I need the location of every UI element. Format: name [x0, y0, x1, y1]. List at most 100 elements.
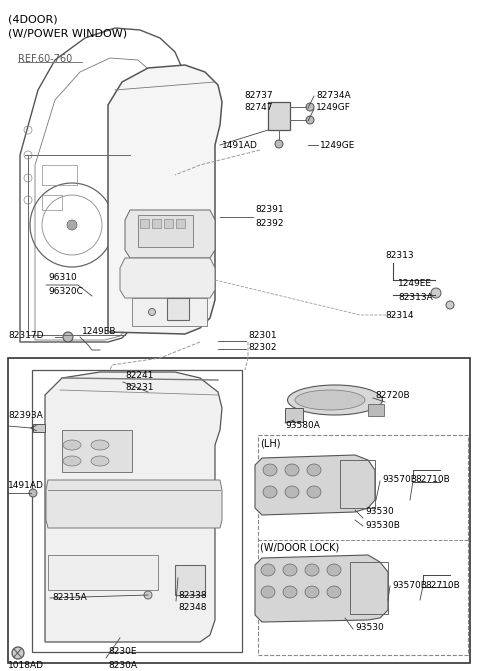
Polygon shape	[120, 258, 215, 298]
Polygon shape	[108, 65, 222, 334]
Text: 8230E: 8230E	[108, 648, 136, 656]
Bar	[132, 298, 207, 326]
Ellipse shape	[91, 456, 109, 466]
Ellipse shape	[295, 390, 365, 410]
Bar	[340, 460, 375, 508]
Bar	[268, 102, 290, 130]
Circle shape	[306, 116, 314, 124]
Bar	[8, 358, 470, 663]
Circle shape	[306, 103, 314, 111]
Bar	[350, 562, 388, 614]
Ellipse shape	[283, 564, 297, 576]
Polygon shape	[255, 455, 375, 515]
Ellipse shape	[285, 486, 299, 498]
Text: 1249GE: 1249GE	[320, 140, 355, 150]
Text: 82348: 82348	[178, 603, 206, 613]
Text: 82241: 82241	[125, 370, 154, 380]
Text: (W/POWER WINDOW): (W/POWER WINDOW)	[8, 28, 127, 38]
Text: (4DOOR): (4DOOR)	[8, 15, 58, 25]
Text: 93580A: 93580A	[285, 421, 320, 429]
Text: 82338: 82338	[178, 590, 206, 599]
Text: 93530: 93530	[355, 623, 384, 633]
Text: 82393A: 82393A	[8, 411, 43, 419]
Text: 96320C: 96320C	[48, 287, 83, 295]
Text: 82302: 82302	[248, 344, 276, 352]
Ellipse shape	[305, 564, 319, 576]
Text: 82317D: 82317D	[8, 331, 44, 340]
Ellipse shape	[307, 486, 321, 498]
Polygon shape	[255, 555, 388, 622]
Ellipse shape	[285, 464, 299, 476]
Text: 82737: 82737	[244, 91, 273, 99]
Bar	[140, 219, 149, 228]
Text: 82315A: 82315A	[52, 594, 87, 603]
Circle shape	[29, 489, 37, 497]
Ellipse shape	[91, 440, 109, 450]
Bar	[42, 165, 77, 185]
Bar	[62, 430, 132, 472]
Text: 8230A: 8230A	[108, 660, 137, 670]
Text: 82734A: 82734A	[316, 91, 350, 99]
Text: 82392: 82392	[255, 219, 284, 227]
Bar	[42, 195, 62, 210]
Text: 82314: 82314	[385, 311, 413, 319]
Circle shape	[67, 220, 77, 230]
Text: 82391: 82391	[255, 205, 284, 215]
Text: 1249EB: 1249EB	[82, 327, 117, 336]
Text: 1249GF: 1249GF	[316, 103, 351, 113]
Bar	[164, 219, 173, 228]
Ellipse shape	[263, 464, 277, 476]
Bar	[368, 404, 384, 416]
Circle shape	[431, 288, 441, 298]
Circle shape	[148, 309, 156, 315]
Bar	[175, 565, 205, 595]
Text: 82710B: 82710B	[425, 580, 460, 590]
Text: REF.60-760: REF.60-760	[18, 54, 72, 64]
Bar	[258, 435, 468, 655]
Text: 82231: 82231	[125, 384, 154, 393]
Polygon shape	[45, 372, 222, 642]
Bar	[32, 370, 242, 652]
Circle shape	[63, 332, 73, 342]
Bar	[167, 298, 189, 320]
Bar	[152, 219, 161, 228]
Text: 82747: 82747	[244, 103, 273, 113]
Polygon shape	[46, 480, 222, 528]
Circle shape	[275, 140, 283, 148]
Bar	[285, 408, 303, 422]
Bar	[138, 215, 193, 247]
Ellipse shape	[283, 586, 297, 598]
Text: 82313: 82313	[385, 250, 414, 260]
Text: 1491AD: 1491AD	[222, 140, 258, 150]
Text: 96310: 96310	[48, 274, 77, 282]
Circle shape	[116, 276, 120, 280]
Text: 93530B: 93530B	[365, 521, 400, 529]
Ellipse shape	[327, 586, 341, 598]
Ellipse shape	[307, 464, 321, 476]
Text: 82720B: 82720B	[375, 391, 409, 399]
Text: 1249EE: 1249EE	[398, 278, 432, 287]
Ellipse shape	[305, 586, 319, 598]
Text: 1018AD: 1018AD	[8, 660, 44, 670]
Ellipse shape	[327, 564, 341, 576]
Text: 93530: 93530	[365, 507, 394, 517]
Ellipse shape	[288, 385, 383, 415]
Text: 93570B: 93570B	[392, 580, 427, 590]
Text: 82301: 82301	[248, 331, 276, 340]
Ellipse shape	[63, 440, 81, 450]
Text: 1491AD: 1491AD	[8, 480, 44, 490]
Circle shape	[446, 301, 454, 309]
Bar	[33, 424, 45, 432]
Circle shape	[12, 647, 24, 659]
Polygon shape	[125, 210, 215, 258]
Bar	[48, 555, 158, 590]
Text: 82710B: 82710B	[415, 476, 450, 484]
Ellipse shape	[261, 586, 275, 598]
Ellipse shape	[63, 456, 81, 466]
Text: 82313A: 82313A	[398, 293, 433, 303]
Text: 93570B: 93570B	[382, 476, 417, 484]
Circle shape	[144, 591, 152, 599]
Ellipse shape	[261, 564, 275, 576]
Text: (W/DOOR LOCK): (W/DOOR LOCK)	[260, 543, 339, 553]
Text: (LH): (LH)	[260, 438, 280, 448]
